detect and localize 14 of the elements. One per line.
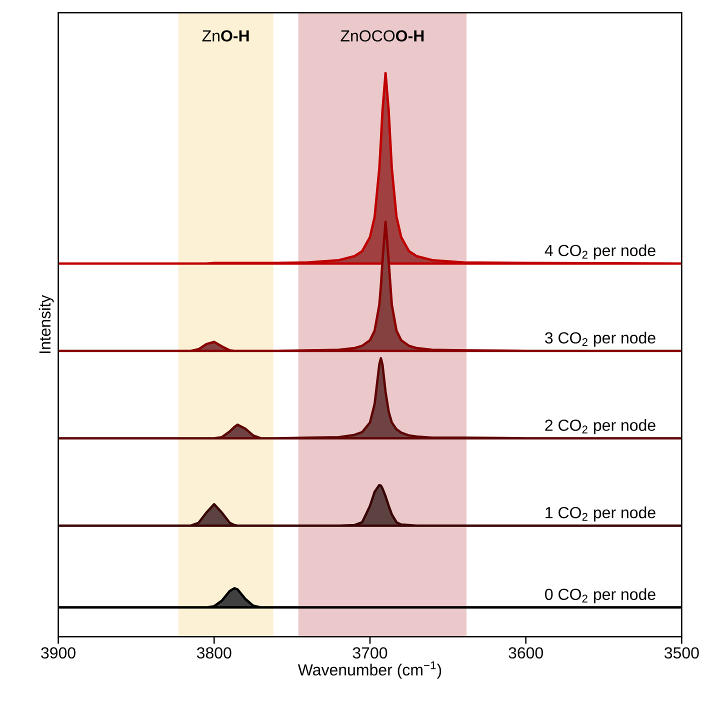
series-label: 1 CO$_{2}$ per node [546,506,656,522]
x-tick-label: 3800 [196,647,232,659]
series-label: 3 CO$_{2}$ per node [545,332,656,347]
x-tick-label: 3700 [352,647,388,659]
band-label: ZnO-H [202,30,249,42]
series-label: 0 CO$_{2}$ per node [545,588,656,604]
y-axis-title: Intensity [38,294,54,354]
x-axis-title: Wavenumber (cm$^{−1}$) [298,661,442,679]
x-tick-label: 3900 [41,647,76,659]
series-label: 2 CO$_{2}$ per node [545,419,656,434]
x-tick-label: 3600 [508,647,543,659]
x-tick-label: 3500 [664,647,699,659]
band-label: ZnOCOO-H [340,30,424,42]
series-label: 4 CO$_{2}$ per node [544,244,656,260]
